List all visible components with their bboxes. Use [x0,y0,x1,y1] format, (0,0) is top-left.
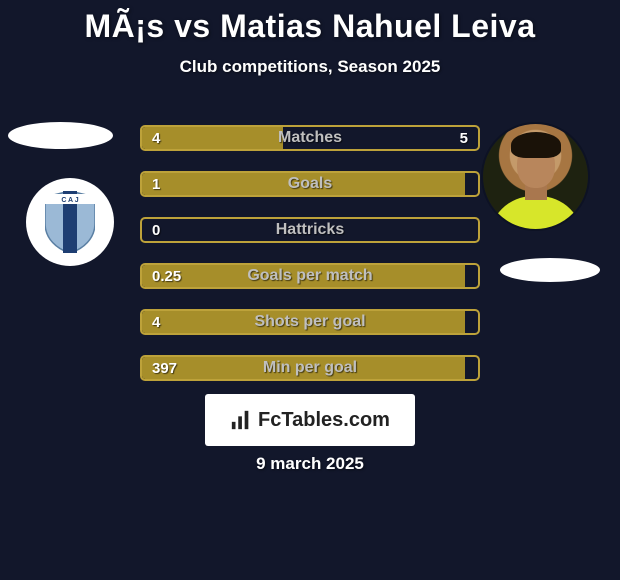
stat-bar-fill [142,265,465,287]
club-shield-icon: C A J [45,191,95,253]
page-title: MÃ¡s vs Matias Nahuel Leiva [0,8,620,45]
stat-bar-fill [142,173,465,195]
player-avatar-right [483,124,588,229]
stat-row: 0Hattricks [140,217,480,243]
stat-row: 397Min per goal [140,355,480,381]
stat-bars: 45Matches 1Goals 0Hattricks 0.25Goals per m… [140,125,480,401]
brand-badge: FcTables.com [205,394,415,446]
right-accent-ellipse [500,258,600,282]
svg-text:C A J: C A J [61,197,78,204]
stat-bar-fill [142,357,465,379]
stat-left-value: 0 [152,219,160,241]
team-badge-left: C A J [26,178,114,266]
stat-bar-fill [142,311,465,333]
left-accent-ellipse [8,122,113,149]
stat-label: Hattricks [142,219,478,241]
chart-icon [230,409,252,431]
stat-bar-fill [142,127,283,149]
stat-row: 1Goals [140,171,480,197]
stat-right-value: 5 [460,127,468,149]
stat-row: 0.25Goals per match [140,263,480,289]
page-subtitle: Club competitions, Season 2025 [0,57,620,77]
date-label: 9 march 2025 [0,454,620,474]
brand-text: FcTables.com [258,409,390,432]
stat-row: 45Matches [140,125,480,151]
stat-row: 4Shots per goal [140,309,480,335]
